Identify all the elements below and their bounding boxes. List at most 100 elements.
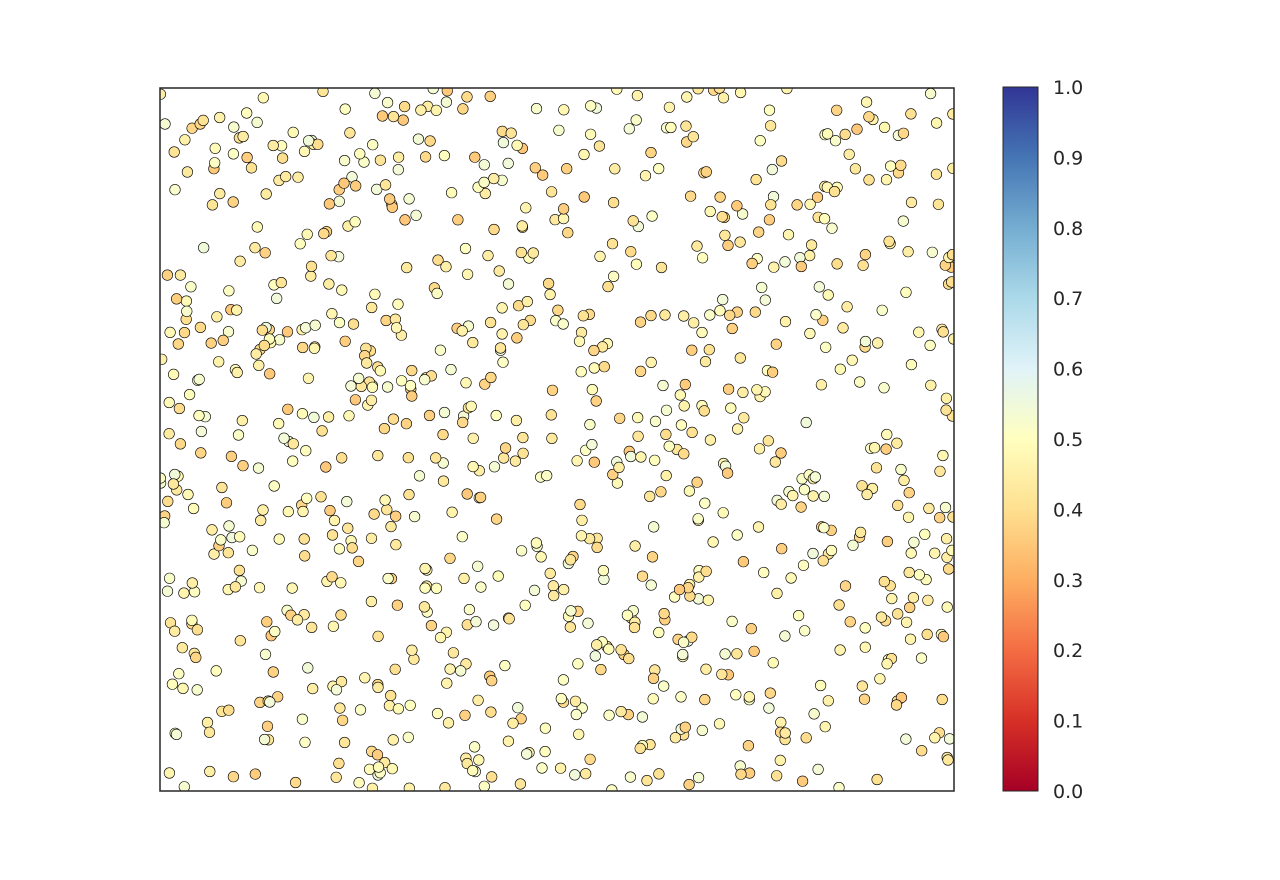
colorbar-ticks: 0.0 0.1 0.2 0.3 0.4 0.5 0.6 0.7 0.8 0.9 1.0: [1053, 77, 1083, 803]
scatter-point: [674, 389, 686, 401]
scatter-point: [378, 423, 391, 435]
scatter-point: [590, 395, 602, 407]
scatter-point: [482, 250, 494, 262]
scatter-point: [580, 768, 592, 780]
scatter-point: [805, 239, 818, 251]
scatter-point: [900, 286, 912, 298]
scatter-point: [300, 445, 312, 457]
scatter-point: [675, 691, 687, 703]
scatter-point: [863, 111, 875, 123]
scatter-point: [645, 310, 657, 322]
scatter-point: [659, 309, 671, 321]
scatter-point: [515, 246, 527, 259]
scatter-point: [702, 594, 714, 606]
scatter-point: [406, 644, 418, 656]
scatter-point: [497, 356, 509, 368]
scatter-point: [537, 169, 549, 181]
scatter-point: [241, 151, 253, 164]
scatter-point: [257, 504, 269, 516]
scatter-point: [269, 625, 281, 638]
scatter-point: [607, 197, 620, 209]
scatter-point: [511, 332, 523, 344]
scatter-point: [259, 247, 271, 259]
scatter-point: [811, 191, 824, 203]
scatter-point: [591, 541, 603, 554]
scatter-point: [434, 631, 447, 644]
scatter-point: [658, 680, 670, 692]
scatter-point: [653, 626, 665, 639]
scatter-point: [371, 749, 384, 761]
scatter-point: [339, 736, 351, 749]
scatter-point: [919, 528, 931, 540]
scatter-point: [365, 394, 378, 406]
scatter-point: [673, 583, 686, 596]
scatter-point: [714, 191, 726, 203]
scatter-point: [731, 648, 743, 660]
scatter-point: [905, 196, 918, 208]
scatter-point: [716, 668, 728, 680]
scatter-point: [921, 628, 933, 641]
scatter-point: [698, 405, 710, 417]
scatter-point: [779, 316, 792, 328]
scatter-point: [843, 148, 855, 160]
plot-frame: [159, 87, 955, 792]
scatter-point: [737, 386, 749, 399]
scatter-point: [804, 250, 816, 262]
scatter-point: [485, 706, 497, 718]
scatter-point: [330, 771, 342, 783]
scatter-point: [766, 366, 779, 378]
scatter-point: [305, 270, 317, 282]
scatter-point: [399, 214, 411, 226]
scatter-point: [326, 529, 339, 541]
scatter-point: [569, 695, 582, 707]
scatter-point: [647, 672, 660, 685]
scatter-point: [413, 470, 426, 482]
scatter-point: [179, 134, 191, 146]
scatter-point: [227, 771, 239, 783]
scatter-point: [323, 198, 336, 210]
scatter-point: [174, 269, 186, 281]
scatter-point: [688, 317, 700, 329]
colorbar-tick-label: 0.8: [1053, 218, 1083, 240]
scatter-point: [678, 310, 690, 322]
scatter-point: [296, 408, 309, 420]
scatter-point: [536, 762, 548, 774]
scatter-point: [164, 326, 176, 339]
scatter-point: [299, 736, 311, 748]
scatter-point: [898, 474, 910, 487]
scatter-point: [904, 633, 917, 645]
scatter-point: [392, 298, 404, 310]
scatter-point: [410, 209, 422, 221]
scatter-point: [419, 582, 431, 594]
scatter-point: [765, 199, 777, 211]
scatter-point: [341, 496, 353, 508]
scatter-point: [792, 609, 805, 622]
scatter-point: [369, 288, 381, 300]
colorbar-tick-label: 0.5: [1053, 429, 1083, 451]
scatter-point: [261, 720, 274, 732]
scatter-point: [333, 757, 345, 770]
scatter-point: [309, 319, 321, 331]
scatter-point: [591, 639, 603, 651]
scatter-point: [306, 621, 318, 634]
scatter-point: [595, 663, 607, 676]
scatter-point: [860, 96, 873, 108]
scatter-point: [390, 539, 402, 551]
scatter-point: [376, 110, 389, 122]
scatter-point: [339, 103, 351, 115]
scatter-point: [271, 292, 283, 305]
scatter-point: [353, 372, 365, 385]
scatter-point: [841, 301, 853, 313]
scatter-point: [544, 288, 556, 301]
scatter-point: [337, 714, 349, 726]
scatter-point: [607, 468, 619, 481]
scatter-point: [597, 564, 610, 577]
scatter-point: [808, 708, 820, 720]
scatter-point: [588, 456, 600, 468]
scatter-point: [856, 680, 868, 692]
scatter-point: [475, 581, 487, 593]
scatter-point: [509, 455, 522, 467]
scatter-point: [228, 121, 240, 133]
scatter-point: [389, 663, 401, 675]
scatter-point: [249, 242, 261, 254]
